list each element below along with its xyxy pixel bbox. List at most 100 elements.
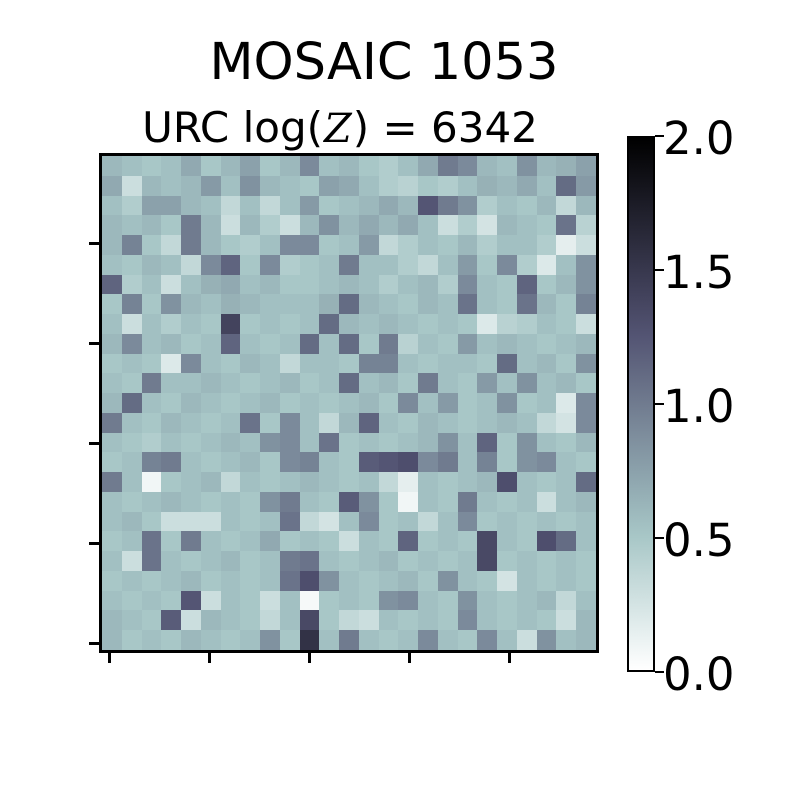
heatmap-cell (477, 175, 498, 196)
heatmap-cell (319, 294, 340, 315)
heatmap-cell (260, 491, 280, 512)
heatmap-cell (339, 215, 359, 236)
heatmap-cell (279, 215, 300, 236)
heatmap-cell (477, 393, 498, 413)
heatmap-cell (378, 235, 399, 255)
heatmap-cell (378, 274, 399, 295)
heatmap-cell (220, 452, 241, 473)
heatmap-cell (260, 314, 280, 334)
heatmap-cell (497, 590, 517, 611)
heatmap-cell (378, 195, 399, 216)
heatmap-cell (576, 333, 596, 354)
heatmap-cell (457, 551, 478, 571)
heatmap-cell (260, 531, 280, 552)
heatmap-cell (260, 393, 280, 413)
colorbar-tick (655, 670, 664, 674)
heatmap-cell (220, 175, 241, 196)
heatmap-cell (141, 156, 162, 176)
heatmap-cell (319, 610, 340, 631)
x-axis-tick (307, 653, 311, 663)
heatmap-cell (220, 630, 241, 650)
heatmap-cell (457, 215, 478, 236)
heatmap-cell (240, 333, 261, 354)
heatmap-cell (319, 373, 340, 394)
figure-suptitle: MOSAIC 1053 (209, 33, 559, 92)
heatmap-cell (319, 156, 340, 176)
heatmap-cell (437, 531, 458, 552)
heatmap-cell (418, 412, 438, 433)
heatmap-cell (299, 590, 320, 611)
heatmap-cell (121, 294, 142, 315)
heatmap-cell (181, 393, 201, 413)
heatmap-cell (477, 551, 498, 571)
heatmap-cell (299, 215, 320, 236)
heatmap-cell (536, 531, 557, 552)
heatmap-cell (181, 432, 201, 453)
heatmap-cell (299, 610, 320, 631)
heatmap-cell (102, 630, 122, 650)
heatmap-cell (161, 333, 182, 354)
heatmap-cell (556, 353, 577, 374)
heatmap-cell (240, 551, 261, 571)
heatmap-cell (457, 452, 478, 473)
heatmap-cell (358, 432, 379, 453)
heatmap-cell (516, 235, 537, 255)
heatmap-cell (536, 175, 557, 196)
heatmap-cell (339, 610, 359, 631)
heatmap-cell (398, 156, 419, 176)
heatmap-cell (240, 195, 261, 216)
heatmap-cell (299, 412, 320, 433)
heatmap-cell (200, 491, 221, 512)
heatmap-cell (516, 195, 537, 216)
heatmap-cell (161, 215, 182, 236)
heatmap-cell (240, 590, 261, 611)
heatmap-cell (497, 511, 517, 532)
heatmap-cell (299, 175, 320, 196)
heatmap-cell (260, 235, 280, 255)
heatmap-cell (358, 531, 379, 552)
heatmap-cell (121, 511, 142, 532)
heatmap-cell (339, 175, 359, 196)
heatmap-cell (200, 452, 221, 473)
axes-title: URC log(Z) = 6342 (142, 107, 538, 150)
heatmap-cell (240, 175, 261, 196)
heatmap-cell (121, 610, 142, 631)
heatmap-cell (516, 531, 537, 552)
heatmap-cell (576, 472, 596, 492)
heatmap-cell (418, 551, 438, 571)
heatmap-cell (556, 294, 577, 315)
heatmap-cell (556, 274, 577, 295)
heatmap-cell (497, 531, 517, 552)
heatmap-cell (339, 432, 359, 453)
heatmap-cell (378, 156, 399, 176)
heatmap-cell (141, 393, 162, 413)
heatmap-cell (102, 373, 122, 394)
heatmap-cell (319, 531, 340, 552)
heatmap-cell (181, 491, 201, 512)
axes-title-suffix: ) = 6342 (352, 103, 538, 152)
heatmap-cell (457, 511, 478, 532)
heatmap-cell (418, 393, 438, 413)
heatmap-cell (200, 511, 221, 532)
heatmap-cell (220, 570, 241, 591)
heatmap-cell (339, 511, 359, 532)
heatmap-cell (319, 570, 340, 591)
heatmap-cell (556, 610, 577, 631)
heatmap-cell (161, 432, 182, 453)
heatmap-cell (339, 472, 359, 492)
heatmap-cell (102, 432, 122, 453)
heatmap-cell (576, 393, 596, 413)
heatmap-cell (576, 610, 596, 631)
heatmap-cell (457, 393, 478, 413)
heatmap-cell (200, 432, 221, 453)
heatmap-cell (181, 373, 201, 394)
heatmap-cell (260, 432, 280, 453)
heatmap-cell (200, 630, 221, 650)
heatmap-cell (418, 314, 438, 334)
heatmap-cell (398, 314, 419, 334)
heatmap-cell (220, 314, 241, 334)
heatmap-cell (477, 412, 498, 433)
heatmap-cell (319, 452, 340, 473)
heatmap-cell (516, 353, 537, 374)
heatmap-cell (398, 215, 419, 236)
